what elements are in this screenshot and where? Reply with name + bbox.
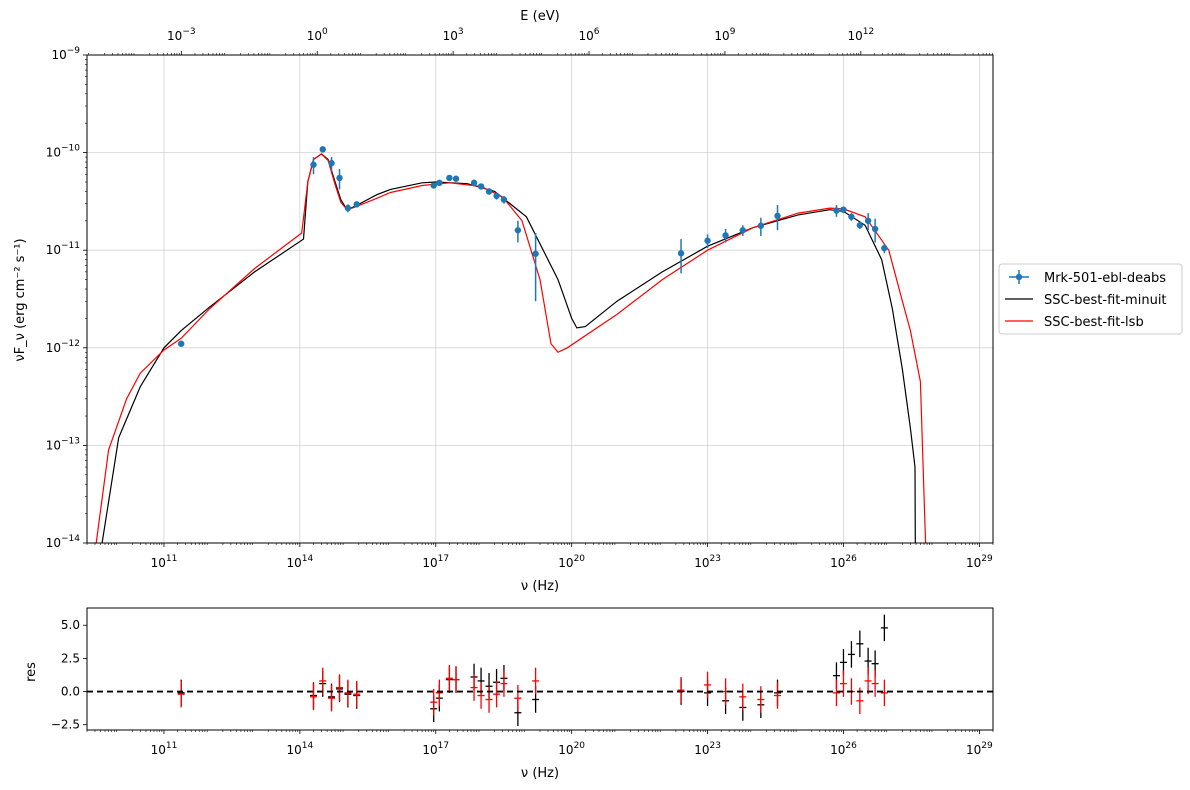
y-tick-label: 10−9: [51, 46, 80, 62]
sed-plot: 1011 1014 1017 1020 1023 1026 1029 10−14 10−13 10…: [46, 27, 994, 570]
data-point: [856, 222, 864, 229]
res-x-tick-label: 1029: [966, 741, 993, 757]
data-point: [446, 174, 453, 182]
res-x-tick-label: 1020: [558, 741, 585, 757]
main-frame: [86, 54, 994, 544]
legend-marker-point: [1015, 273, 1023, 281]
res-x-tick-label: 1011: [151, 741, 178, 757]
legend-label: SSC-best-fit-lsb: [1044, 315, 1144, 330]
res-x-tick-label: 1026: [830, 741, 857, 757]
legend: Mrk-501-ebl-deabs SSC-best-fit-minuit SSC-…: [998, 263, 1183, 335]
top-x-tick-label: 103: [443, 27, 464, 43]
res-x-tick-label: 1017: [422, 741, 449, 757]
top-x-tick-label: 100: [307, 27, 328, 43]
data-point: [319, 146, 326, 153]
data-point: [500, 196, 508, 203]
top-x-axis-label: E (eV): [520, 9, 559, 24]
data-point: [833, 207, 840, 214]
data-point: [493, 192, 500, 200]
data-point: [310, 161, 317, 168]
res-y-tick-label: −2.5: [51, 718, 80, 732]
res-y-tick-label: 0.0: [61, 685, 80, 699]
data-point: [177, 340, 185, 347]
data-point: [774, 212, 781, 220]
data-point: [739, 227, 747, 234]
res-y-tick-label: 5.0: [61, 618, 80, 632]
model-curve: [95, 153, 927, 543]
top-x-tick-label: 109: [714, 27, 735, 43]
data-point: [514, 227, 522, 234]
top-x-tick-label: 1012: [847, 27, 874, 43]
legend-box: [998, 263, 1183, 335]
x-tick-label: 1029: [966, 554, 993, 570]
data-point: [430, 182, 437, 189]
data-point: [532, 250, 539, 257]
data-point: [452, 175, 460, 182]
data-point: [485, 188, 493, 195]
data-point: [704, 237, 711, 244]
data-point: [871, 225, 879, 233]
res-y-tick-label: 2.5: [61, 651, 80, 665]
y-tick-label: 10−12: [46, 339, 80, 355]
data-point: [864, 217, 872, 225]
residuals-plot: 1011 1014 1017 1020 1023 1026 1029 −2.5 0.0 2.5 5.…: [51, 607, 994, 757]
y-tick-label: 10−13: [46, 436, 80, 452]
y-tick-label: 10−11: [46, 241, 80, 257]
data-point: [470, 179, 478, 187]
legend-label: Mrk-501-ebl-deabs: [1044, 271, 1166, 286]
y-tick-label: 10−14: [46, 534, 81, 550]
data-point: [477, 183, 485, 190]
data-point: [328, 159, 335, 167]
x-axis-label: ν (Hz): [521, 579, 559, 594]
data-point: [881, 244, 888, 252]
top-x-tick-label: 10−3: [167, 27, 196, 43]
data-point: [722, 232, 729, 239]
y-tick-label: 10−10: [46, 144, 81, 160]
data-point: [353, 201, 360, 208]
x-tick-label: 1011: [151, 554, 178, 570]
data-point: [436, 179, 443, 187]
x-tick-label: 1014: [286, 554, 313, 570]
model-curves: [95, 153, 927, 543]
legend-label: SSC-best-fit-minuit: [1044, 293, 1167, 308]
residuals-frame: [86, 607, 994, 731]
data-point: [677, 250, 685, 257]
res-x-tick-label: 1014: [286, 741, 313, 757]
model-curve: [101, 153, 916, 543]
res-x-tick-label: 1023: [694, 741, 721, 757]
residual-x-axis-label: ν (Hz): [521, 766, 559, 781]
y-axis-label: νF_ν (erg cm⁻² s⁻¹): [13, 238, 28, 361]
residual-y-axis-label: res: [24, 662, 39, 682]
data-point: [344, 204, 352, 212]
data-point: [848, 213, 855, 220]
data-point: [840, 206, 847, 213]
x-tick-label: 1020: [558, 554, 585, 570]
top-x-tick-label: 106: [579, 27, 600, 43]
x-tick-label: 1023: [694, 554, 721, 570]
x-tick-label: 1026: [830, 554, 857, 570]
data-point: [757, 222, 765, 229]
x-tick-label: 1017: [422, 554, 449, 570]
data-point: [336, 174, 343, 182]
